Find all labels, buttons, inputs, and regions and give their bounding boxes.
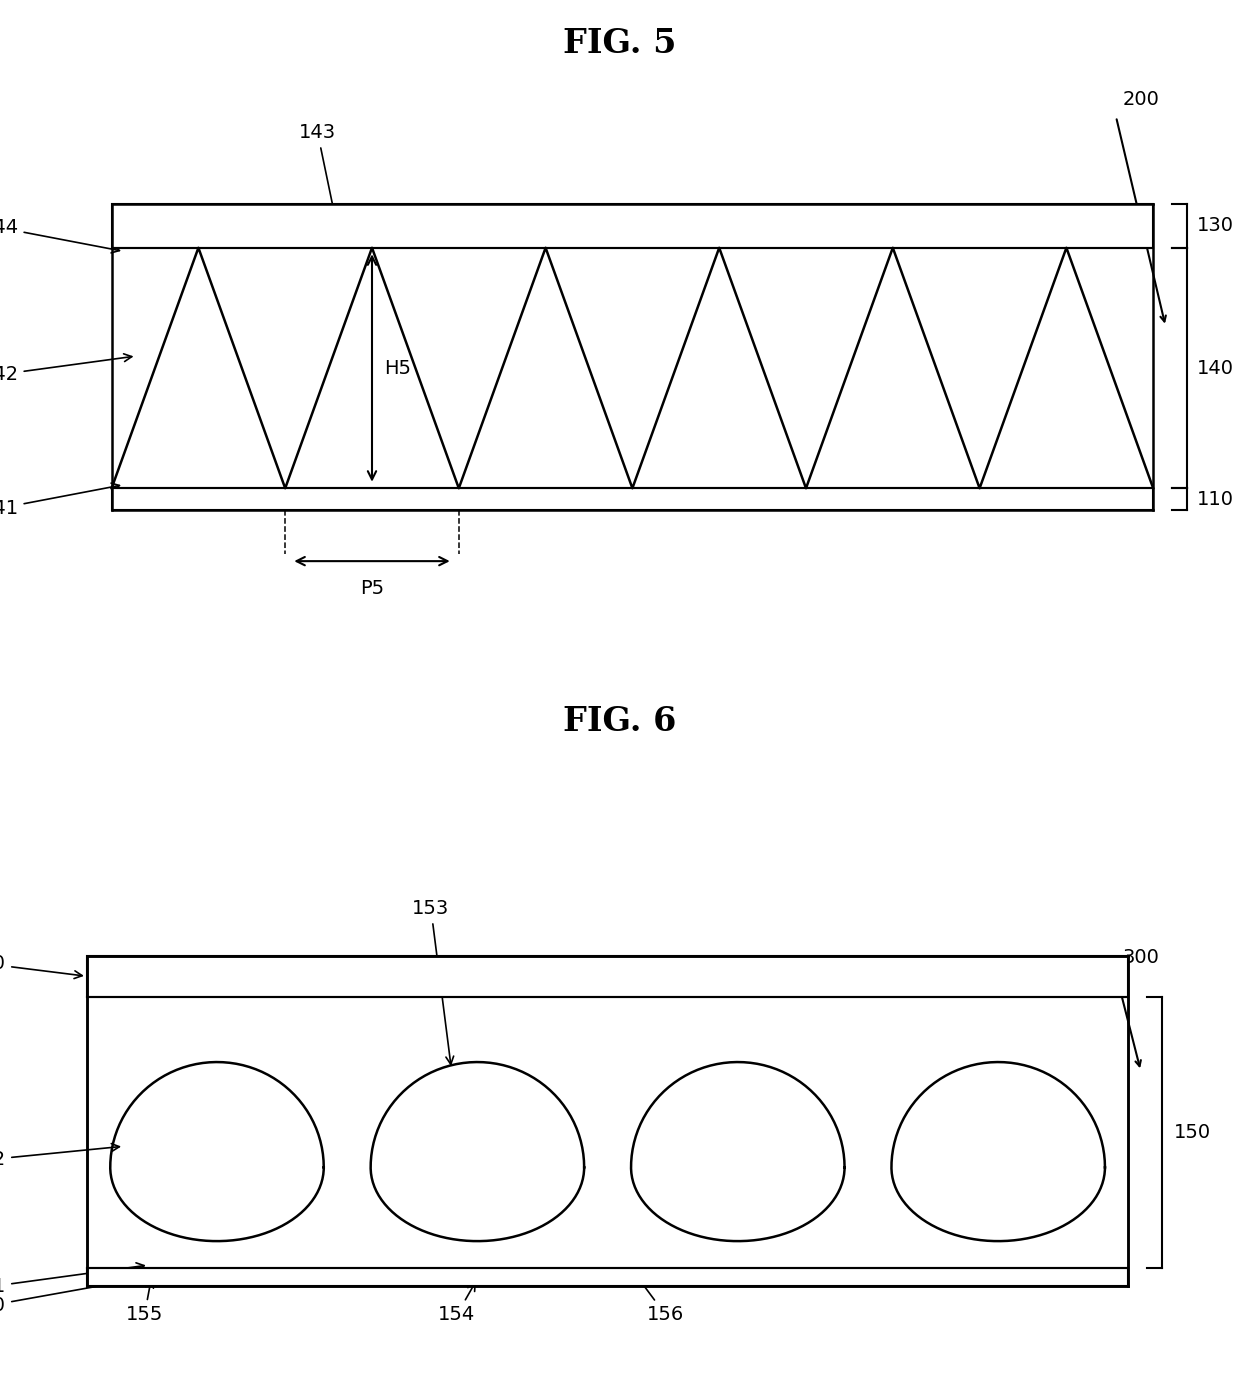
- Text: 130: 130: [1197, 216, 1234, 235]
- Text: 141: 141: [0, 483, 119, 518]
- Text: 151: 151: [0, 1262, 144, 1297]
- Bar: [87, 956, 1128, 997]
- Text: H5: H5: [384, 359, 412, 378]
- Text: 152: 152: [0, 1144, 119, 1169]
- Bar: [112, 204, 1153, 248]
- Text: 110: 110: [0, 1276, 144, 1316]
- Text: FIG. 6: FIG. 6: [563, 705, 677, 738]
- Text: FIG. 5: FIG. 5: [563, 28, 677, 60]
- Text: 300: 300: [1122, 947, 1159, 967]
- Text: 143: 143: [299, 124, 342, 239]
- Text: P5: P5: [360, 579, 384, 598]
- Text: 110: 110: [1197, 490, 1234, 509]
- Text: 153: 153: [412, 899, 454, 1064]
- Bar: [87, 1268, 1128, 1286]
- Text: 140: 140: [1197, 359, 1234, 378]
- Text: 200: 200: [1122, 91, 1159, 110]
- Bar: [112, 488, 1153, 510]
- Bar: [112, 248, 1153, 488]
- Text: 142: 142: [0, 353, 131, 384]
- Text: 130: 130: [0, 954, 82, 979]
- Text: 154: 154: [439, 1283, 476, 1324]
- Text: 150: 150: [1174, 1123, 1211, 1143]
- Text: 156: 156: [636, 1276, 684, 1324]
- Bar: [87, 997, 1128, 1268]
- Text: 155: 155: [126, 1280, 164, 1324]
- Text: 144: 144: [0, 219, 119, 253]
